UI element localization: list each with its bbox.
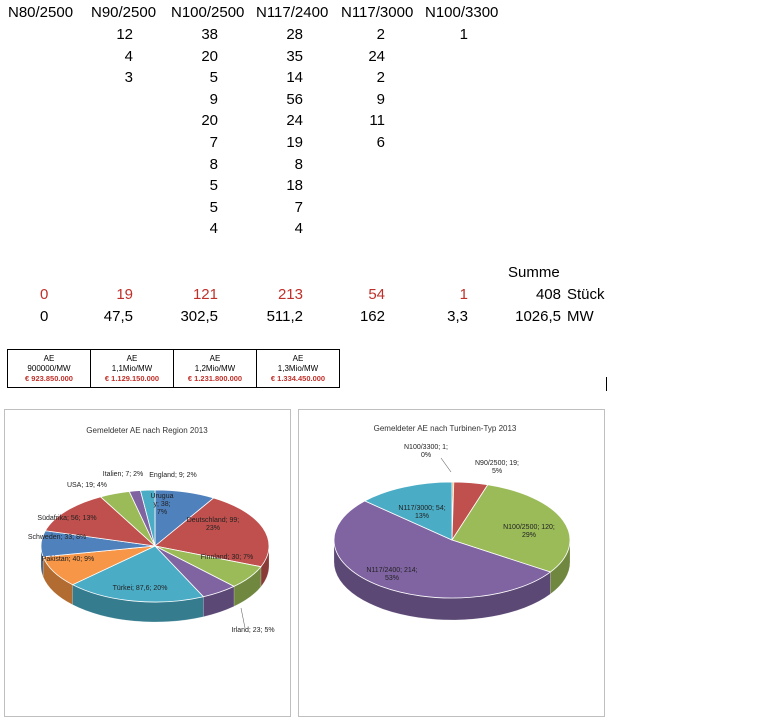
table-cell: 24 (368, 47, 385, 65)
stueck-total: 213 (277, 286, 303, 303)
pie-label: USA; 19; 4% (67, 482, 107, 489)
table-cell: 8 (209, 155, 218, 173)
stueck-total: 408 (535, 286, 561, 303)
table-cell: 6 (376, 134, 385, 151)
col-header: N100/3300 (425, 4, 499, 21)
pie-label: N90/2500; 19; 5% (475, 460, 519, 475)
label-leader (440, 457, 452, 473)
table-cell: 9 (209, 90, 218, 108)
table-cell: 3 (124, 69, 133, 87)
table-cell: 2 (376, 69, 385, 87)
table-cell: 12 (116, 26, 133, 43)
table-cell: 7 (294, 198, 303, 216)
col-header: N117/2400 (256, 4, 329, 21)
table-cell: 20 (201, 47, 218, 65)
pie-label: England; 9; 2% (149, 472, 196, 479)
table-cell: 11 (369, 112, 385, 130)
ae-box: AE 1,2Mio/MW € 1.231.800.000 (173, 349, 257, 388)
pie-label: Schweden; 33; 8% (28, 534, 86, 541)
pie-label: N117/2400; 214; 53% (366, 567, 417, 582)
table-cell: 18 (286, 177, 303, 195)
table-cell: 8 (294, 155, 303, 173)
col-header: N80/2500 (8, 4, 74, 21)
pie-label: Deutschland; 99; 23% (187, 517, 240, 532)
stueck-total: 121 (192, 286, 218, 303)
table-cell: 19 (286, 134, 303, 151)
table-cell: 14 (286, 69, 303, 87)
table-cell: 24 (286, 112, 303, 130)
turbine-pie-svg: Gemeldeter AE nach Turbinen-Typ 2013 N100… (333, 424, 571, 621)
stueck-total: 0 (40, 286, 49, 303)
pie-label: N117/3000; 54; 13% (398, 505, 445, 520)
mw-total: 47,5 (103, 308, 133, 325)
pie-slice (139, 489, 156, 547)
chart-title: Gemeldeter AE nach Region 2013 (86, 426, 208, 435)
table-cell: 9 (376, 90, 385, 108)
mw-total: 162 (359, 308, 385, 325)
pie-label: N100/3300; 1; 0% (404, 444, 448, 459)
label-leader (240, 607, 246, 629)
ae-box: AE 1,3Mio/MW € 1.334.450.000 (256, 349, 340, 388)
table-cell: 4 (294, 220, 303, 238)
table-cell: 38 (201, 26, 218, 43)
pie-label: N100/2500; 120; 29% (503, 524, 555, 539)
table-cell: 56 (286, 90, 303, 108)
turbine-pie-chart: Gemeldeter AE nach Turbinen-Typ 2013 N100… (298, 409, 605, 717)
ae-price-table: AE 900000/MW € 923.850.000 AE 1,1Mio/MW … (7, 349, 340, 388)
text-cursor (606, 377, 607, 391)
mw-total: 0 (40, 308, 49, 325)
stueck-unit: Stück (567, 286, 605, 303)
pie-label: Türkei; 87,6; 20% (113, 585, 168, 592)
table-cell: 1 (459, 26, 468, 43)
pie-slice (71, 545, 205, 603)
pie-label: Urugua y; 38; 7% (151, 493, 174, 516)
pie-label: Italien; 7; 2% (103, 471, 143, 478)
ae-box: AE 1,1Mio/MW € 1.129.150.000 (90, 349, 174, 388)
pie-slice (154, 497, 270, 568)
stueck-total: 19 (116, 286, 133, 303)
mw-unit: MW (567, 308, 594, 325)
stueck-total: 54 (368, 286, 385, 303)
col-header: N100/2500 (171, 4, 245, 21)
pie-slice (451, 484, 571, 573)
col-header: N117/3000 (341, 4, 414, 21)
table-cell: 28 (286, 26, 303, 43)
mw-total: 511,2 (266, 308, 303, 325)
chart-title: Gemeldeter AE nach Turbinen-Typ 2013 (374, 424, 517, 433)
pie-slice (363, 481, 453, 541)
pie-label: Irland; 23; 5% (231, 627, 274, 634)
mw-total: 302,5 (180, 308, 218, 325)
table-cell: 5 (209, 177, 218, 195)
pie-label: Finnland; 30; 7% (201, 554, 254, 561)
table-cell: 5 (209, 198, 218, 216)
table-cell: 4 (124, 47, 133, 65)
region-pie-chart: Gemeldeter AE nach Region 2013 Urugua y; 3… (4, 409, 291, 717)
table-cell: 7 (209, 134, 218, 151)
pie-label: Südafrika; 56; 13% (37, 515, 96, 522)
ae-box: AE 900000/MW € 923.850.000 (7, 349, 91, 388)
table-cell: 20 (201, 112, 218, 130)
table-cell: 2 (376, 26, 385, 43)
table-cell: 4 (209, 220, 218, 238)
mw-total: 1026,5 (515, 308, 561, 325)
table-cell: 35 (286, 47, 303, 65)
mw-total: 3,3 (447, 308, 468, 325)
stueck-total: 1 (459, 286, 468, 303)
pie-slice (333, 500, 552, 599)
pie-slice (44, 496, 157, 547)
region-pie-svg: Gemeldeter AE nach Region 2013 Urugua y; 3… (28, 426, 275, 634)
col-header: N90/2500 (91, 4, 157, 21)
summe-label: Summe (508, 264, 560, 281)
pie-label: Pakistan; 40; 9% (42, 556, 95, 563)
table-cell: 5 (209, 69, 218, 87)
